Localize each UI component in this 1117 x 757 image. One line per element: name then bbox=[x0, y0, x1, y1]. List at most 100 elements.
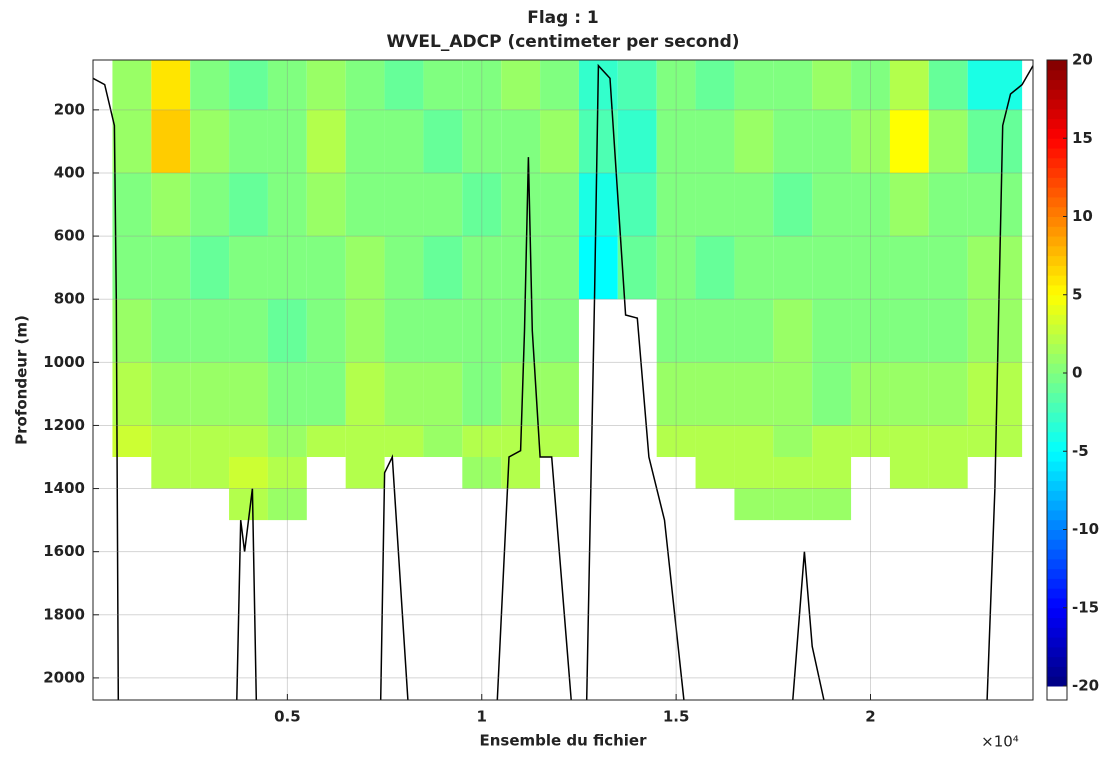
colorbar-step bbox=[1047, 529, 1067, 540]
colorbar-step bbox=[1047, 500, 1067, 511]
heatmap-cell bbox=[423, 109, 463, 173]
x-axis-label: Ensemble du fichier bbox=[480, 732, 648, 750]
colorbar-tick-label: 0 bbox=[1072, 364, 1082, 382]
heatmap-cell bbox=[384, 172, 424, 237]
colorbar-step bbox=[1047, 304, 1067, 315]
colorbar-step bbox=[1047, 431, 1067, 442]
heatmap-cell bbox=[812, 236, 852, 300]
colorbar-step bbox=[1047, 666, 1067, 677]
heatmap-cell bbox=[345, 172, 385, 237]
heatmap-cell bbox=[151, 362, 191, 426]
heatmap-cell bbox=[267, 172, 307, 237]
heatmap-cell bbox=[462, 109, 502, 173]
colorbar-step bbox=[1047, 363, 1067, 374]
heatmap-cell bbox=[462, 457, 502, 489]
x-tick-label: 1 bbox=[477, 708, 487, 726]
colorbar-step bbox=[1047, 470, 1067, 482]
heatmap-cell bbox=[267, 109, 307, 173]
heatmap-cell bbox=[734, 488, 774, 521]
x-tick-label: 0.5 bbox=[274, 708, 301, 726]
colorbar-step bbox=[1047, 108, 1067, 120]
heatmap-cell bbox=[229, 457, 268, 489]
colorbar-tick-label: 10 bbox=[1072, 207, 1093, 225]
colorbar-step bbox=[1047, 597, 1067, 609]
heatmap-cell bbox=[967, 236, 1023, 300]
heatmap-cell bbox=[462, 236, 502, 300]
colorbar-step bbox=[1047, 284, 1067, 296]
heatmap-cell bbox=[695, 362, 735, 426]
heatmap-cell bbox=[851, 362, 890, 426]
heatmap-cell bbox=[812, 362, 852, 426]
heatmap-cell bbox=[928, 299, 968, 363]
heatmap-cell bbox=[112, 109, 152, 173]
colorbar-step bbox=[1047, 490, 1067, 501]
heatmap-cell bbox=[773, 172, 813, 237]
heatmap-cell bbox=[462, 172, 502, 237]
heatmap-cell bbox=[851, 172, 890, 237]
heatmap-cell bbox=[345, 109, 385, 173]
heatmap-cell bbox=[306, 172, 346, 237]
heatmap-cell bbox=[967, 109, 1023, 173]
heatmap-cell bbox=[306, 362, 346, 426]
colorbar-step bbox=[1047, 128, 1067, 139]
heatmap-cell bbox=[695, 60, 735, 110]
colorbar-step bbox=[1047, 461, 1067, 472]
heatmap-cell bbox=[967, 172, 1023, 237]
heatmap-cell bbox=[151, 425, 191, 458]
heatmap-cell bbox=[423, 236, 463, 300]
heatmap-cell bbox=[928, 457, 968, 489]
heatmap-cell bbox=[462, 60, 502, 110]
heatmap-cell bbox=[306, 60, 346, 110]
colorbar-step bbox=[1047, 617, 1067, 628]
heatmap-cell bbox=[928, 362, 968, 426]
heatmap-cell bbox=[889, 109, 929, 173]
y-tick-label: 200 bbox=[54, 100, 85, 118]
heatmap-cell bbox=[773, 60, 813, 110]
x-tick-label: 1.5 bbox=[663, 708, 690, 726]
colorbar-tick-label: -15 bbox=[1072, 598, 1099, 616]
heatmap-cell bbox=[928, 236, 968, 300]
heatmap-cell bbox=[151, 299, 191, 363]
heatmap-cell bbox=[306, 109, 346, 173]
y-tick-label: 400 bbox=[54, 163, 85, 181]
heatmap-cell bbox=[656, 109, 696, 173]
heatmap-cell bbox=[617, 109, 657, 173]
chart-title: Flag : 1 bbox=[527, 8, 599, 28]
heatmap-cell bbox=[229, 60, 268, 110]
heatmap-cell bbox=[734, 425, 774, 458]
heatmap-cell bbox=[306, 236, 346, 300]
heatmap-cell bbox=[112, 299, 152, 363]
heatmap-cell bbox=[462, 362, 502, 426]
heatmap-cell bbox=[229, 299, 268, 363]
colorbar-step bbox=[1047, 421, 1067, 433]
colorbar-step bbox=[1047, 69, 1067, 81]
y-tick-label: 1400 bbox=[43, 479, 85, 497]
colorbar-step bbox=[1047, 382, 1067, 394]
colorbar-step bbox=[1047, 558, 1067, 570]
heatmap-cell bbox=[578, 236, 618, 300]
heatmap-cell bbox=[656, 172, 696, 237]
colorbar-step bbox=[1047, 637, 1067, 648]
heatmap-cell bbox=[112, 425, 152, 458]
heatmap-cell bbox=[112, 362, 152, 426]
heatmap-cell bbox=[773, 299, 813, 363]
y-tick-label: 600 bbox=[54, 227, 85, 245]
heatmap-cell bbox=[267, 488, 307, 521]
heatmap-cell bbox=[112, 236, 152, 300]
y-axis-label: Profondeur (m) bbox=[13, 315, 31, 445]
heatmap-cell bbox=[695, 236, 735, 300]
heatmap-cell bbox=[617, 172, 657, 237]
heatmap-cell bbox=[928, 60, 968, 110]
heatmap-cell bbox=[306, 425, 346, 458]
heatmap-cell bbox=[151, 109, 191, 173]
heatmap-cell bbox=[151, 457, 191, 489]
colorbar-step bbox=[1047, 656, 1067, 667]
heatmap-cell bbox=[190, 109, 230, 173]
heatmap-cell bbox=[656, 362, 696, 426]
colorbar-step bbox=[1047, 226, 1067, 237]
heatmap-cell bbox=[229, 109, 268, 173]
heatmap-cell bbox=[384, 299, 424, 363]
heatmap-cell bbox=[423, 299, 463, 363]
colorbar-step bbox=[1047, 275, 1067, 286]
colorbar-step bbox=[1047, 245, 1067, 257]
